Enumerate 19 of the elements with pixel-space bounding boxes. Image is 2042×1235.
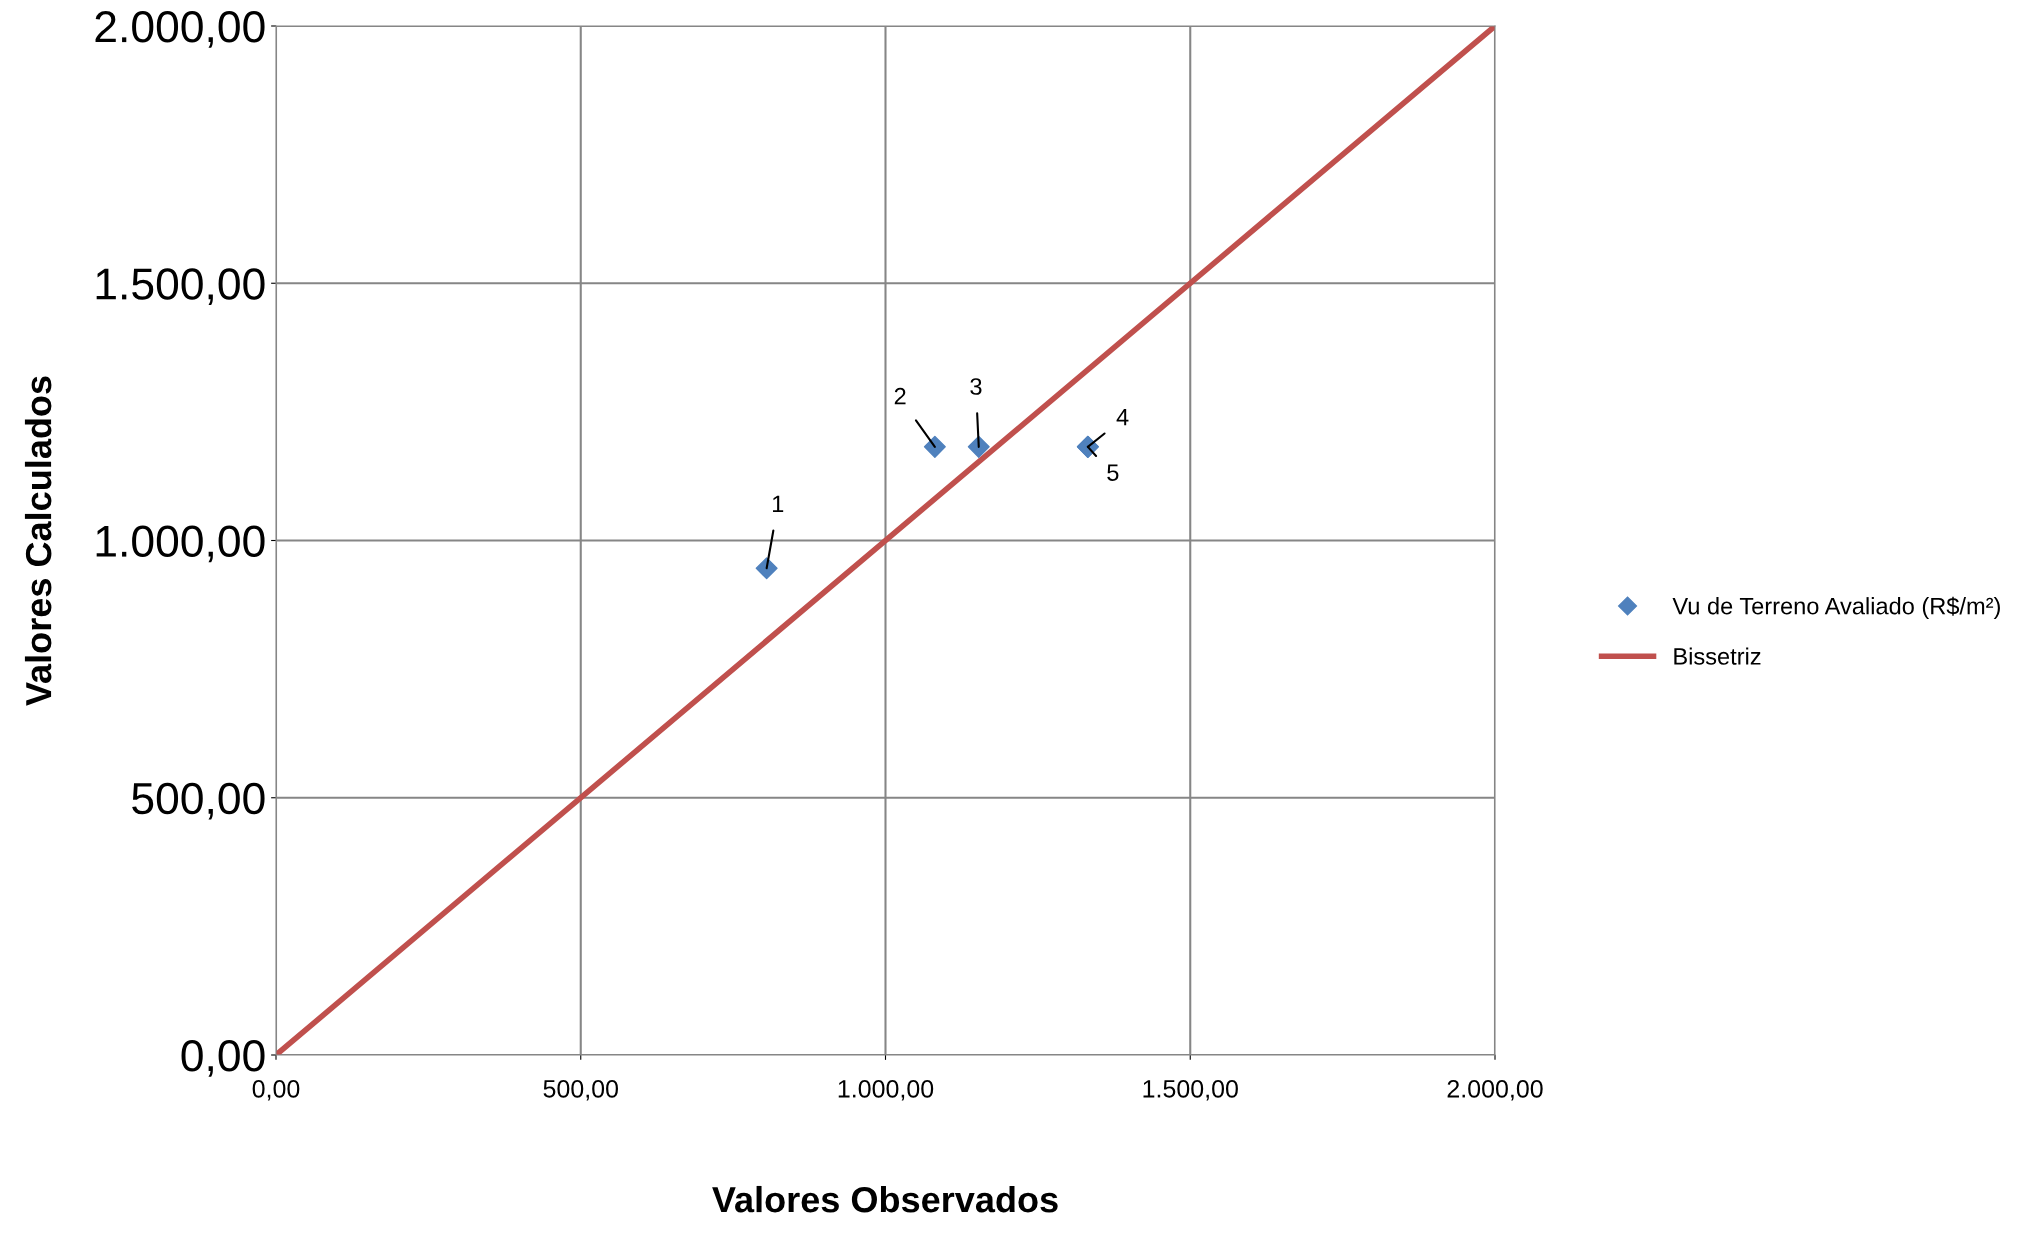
annotation: 4 (1116, 408, 1129, 426)
x-axis-title: Valores Observados (712, 1185, 1058, 1213)
y-tick-label: 0,00 (181, 1040, 265, 1077)
y-axis-title: Valores Calculados (24, 376, 52, 706)
legend-label: Bissetriz (1674, 647, 1761, 665)
y-tick-label: 500,00 (132, 782, 265, 820)
annotation: 5 (1107, 464, 1119, 481)
y-tick-label: 2.000,00 (95, 11, 265, 48)
x-tick-label: 1.000,00 (838, 1079, 934, 1101)
x-tick-label: 0,00 (252, 1079, 300, 1101)
x-tick-label: 2.000,00 (1447, 1079, 1543, 1101)
annotation: 1 (772, 495, 784, 512)
y-tick-label: 1.000,00 (96, 525, 265, 563)
annotation: 3 (970, 378, 982, 395)
legend-label: Vu de Terreno Avaliado (R$/m²) (1672, 596, 2000, 620)
annotation: 2 (894, 387, 906, 405)
x-tick-label: 500,00 (543, 1079, 619, 1101)
y-tick-label: 1.500,00 (96, 268, 265, 306)
x-tick-label: 1.500,00 (1143, 1079, 1238, 1101)
